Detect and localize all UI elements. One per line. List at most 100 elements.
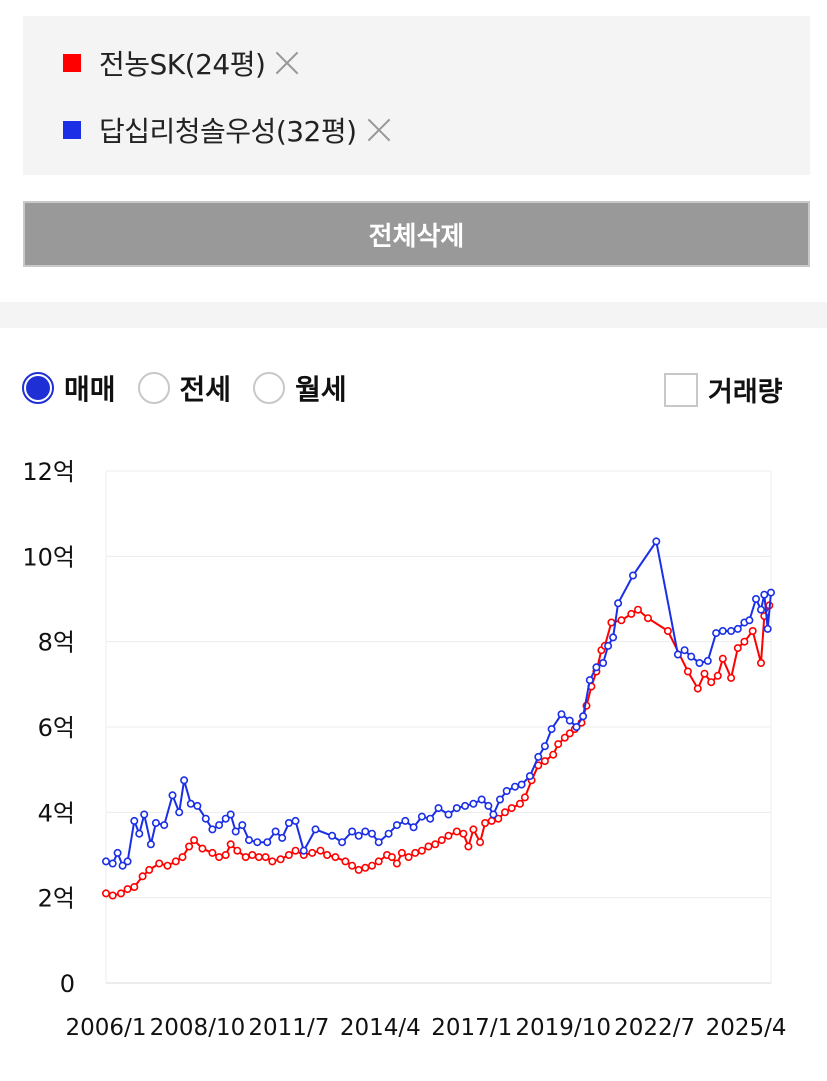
data-point (727, 627, 736, 636)
data-point (180, 776, 189, 785)
data-point (687, 652, 696, 661)
series-line (105, 604, 771, 897)
data-point (502, 786, 511, 795)
remove-icon[interactable] (365, 116, 393, 144)
data-point (113, 848, 122, 857)
volume-checkbox[interactable]: 거래량 (664, 370, 783, 409)
data-point (683, 667, 692, 676)
data-point (549, 750, 558, 759)
data-point (245, 836, 254, 845)
data-point (579, 712, 588, 721)
price-line-chart: 0 2억 4억 6억 8억 10억 12억 2006/1 2008/10 2011/7 2014/… (22, 458, 787, 1041)
data-point (311, 825, 320, 834)
radio-sale[interactable]: 매매 (22, 368, 116, 408)
data-point (713, 671, 722, 680)
data-point (348, 861, 357, 870)
data-point (392, 859, 401, 868)
data-point (748, 627, 757, 636)
data-point (534, 752, 543, 761)
data-point (740, 637, 749, 646)
data-point (215, 821, 224, 830)
y-tick-label: 12억 (22, 458, 75, 486)
data-point (374, 857, 383, 866)
data-point (756, 605, 765, 614)
radio-unselected-icon (253, 372, 286, 404)
data-point (208, 848, 217, 857)
radio-label: 매매 (64, 373, 116, 406)
data-point (459, 829, 468, 838)
data-point (135, 829, 144, 838)
data-point (175, 808, 184, 817)
data-point (547, 725, 556, 734)
x-tick-label: 2025/4 (706, 1015, 787, 1041)
data-point (401, 816, 410, 825)
data-point (417, 846, 426, 855)
radio-monthly-rent[interactable]: 월세 (253, 368, 347, 408)
data-point (338, 838, 347, 847)
data-point (253, 838, 262, 847)
data-point (431, 840, 440, 849)
data-point (328, 831, 337, 840)
data-point (118, 861, 127, 870)
radio-label: 전세 (179, 373, 232, 406)
data-point (718, 627, 727, 636)
data-point (291, 816, 300, 825)
data-point (226, 810, 235, 819)
x-tick-label: 2008/10 (150, 1015, 246, 1041)
data-point (424, 842, 433, 851)
data-point (140, 810, 149, 819)
data-point (241, 853, 250, 862)
data-point (557, 710, 566, 719)
remove-icon[interactable] (273, 49, 301, 77)
y-tick-label: 8억 (38, 629, 75, 657)
data-point (484, 801, 493, 810)
data-point (190, 836, 199, 845)
data-point (680, 646, 689, 655)
x-axis-ticks: 2006/1 2008/10 2011/7 2014/4 2017/1 2019/10 20… (66, 1015, 787, 1041)
data-point (323, 850, 332, 859)
data-point (673, 650, 682, 659)
data-point (263, 838, 272, 847)
y-axis-ticks: 0 2억 4억 6억 8억 10억 12억 (22, 458, 75, 998)
data-point (108, 891, 117, 900)
data-point (348, 827, 357, 836)
data-point (271, 827, 280, 836)
data-point (700, 669, 709, 678)
data-point (215, 853, 224, 862)
data-point (703, 656, 712, 665)
data-point (361, 863, 370, 872)
delete-all-button[interactable]: 전체삭제 (23, 201, 810, 267)
data-point (163, 861, 172, 870)
data-point (520, 793, 529, 802)
transaction-type-radio-group: 매매 전세 월세 (22, 368, 369, 408)
legend-item-jeonnong-sk: 전농SK(24평) (63, 43, 301, 83)
data-point (510, 782, 519, 791)
data-point (404, 853, 413, 862)
data-point (614, 599, 623, 608)
data-point (361, 827, 370, 836)
data-point (278, 833, 287, 842)
data-point (193, 801, 202, 810)
data-point (409, 823, 418, 832)
data-point (226, 840, 235, 849)
data-point (718, 654, 727, 663)
data-point (733, 624, 742, 633)
radio-label: 월세 (295, 373, 347, 406)
data-point (599, 659, 608, 668)
data-point (452, 827, 461, 836)
data-point (354, 865, 363, 874)
data-point (444, 831, 453, 840)
data-point (476, 838, 485, 847)
data-point (565, 716, 574, 725)
radio-jeonse[interactable]: 전세 (137, 368, 232, 408)
data-point (592, 663, 601, 672)
data-point (609, 633, 618, 642)
data-point (627, 609, 636, 618)
data-point (254, 853, 263, 862)
series-color-swatch (63, 54, 81, 72)
data-point (617, 616, 626, 625)
y-tick-label: 2억 (38, 885, 75, 913)
legend-item-dapsimni-cheongsol: 답십리청솔우성(32평) (63, 110, 393, 150)
data-point (411, 848, 420, 857)
data-point (299, 846, 308, 855)
